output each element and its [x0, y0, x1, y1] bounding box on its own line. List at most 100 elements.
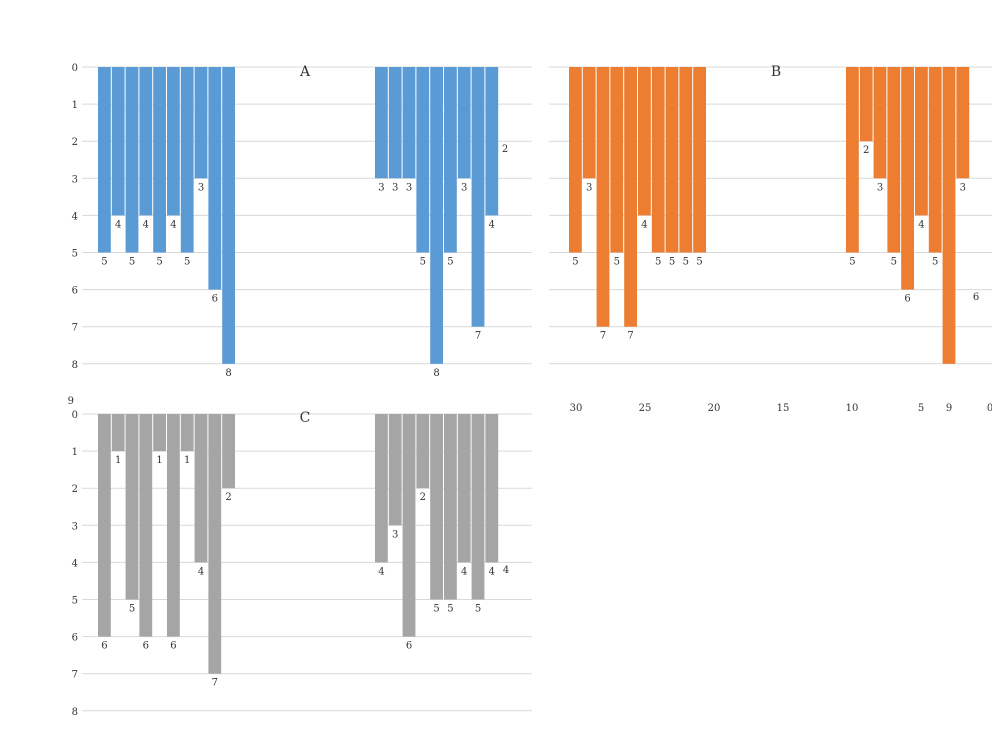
data-label-bg-a — [97, 255, 112, 268]
data-label-bg-c — [138, 639, 153, 652]
data-label-bg-c — [484, 565, 499, 578]
data-label-c: 3 — [392, 529, 398, 540]
data-label-bg-b — [623, 329, 638, 342]
bar-c — [194, 414, 208, 563]
bar-c — [139, 414, 153, 637]
data-label-bg-b — [568, 255, 583, 268]
data-label-a: 4 — [115, 219, 121, 230]
data-label-bg-b — [678, 255, 693, 268]
y-tick-label-a: 7 — [72, 323, 78, 334]
data-label-bg-a — [415, 255, 430, 268]
data-label-bg-a — [207, 292, 222, 305]
data-label-b: 5 — [849, 257, 855, 268]
data-label-bg-a — [152, 255, 167, 268]
bar-b — [915, 67, 928, 216]
bar-b — [887, 67, 901, 253]
data-label-bg-a — [443, 255, 458, 268]
bar-c — [208, 414, 222, 674]
data-label-b: 4 — [918, 219, 924, 230]
y-tick-label-c: 0 — [72, 410, 78, 421]
data-label-a: 3 — [378, 182, 384, 193]
bar-a — [194, 67, 208, 179]
bar-a — [444, 67, 457, 253]
x-tick-label-b: 15 — [777, 403, 790, 414]
data-label-bg-c — [374, 565, 389, 578]
data-label-b: 7 — [627, 331, 633, 342]
data-label-bg-a — [125, 255, 139, 268]
data-label-a: 4 — [143, 219, 149, 230]
y-tick-label-a: 6 — [72, 286, 78, 297]
data-label-a: 6 — [212, 294, 218, 305]
data-label-bg-a — [111, 218, 126, 231]
data-label-bg-a — [180, 255, 195, 268]
annotation-c: 4 — [503, 565, 509, 576]
y-tick-label-a: 4 — [72, 211, 78, 222]
data-label-bg-c — [152, 454, 167, 467]
data-label-c: 5 — [447, 604, 453, 615]
data-label-b: 5 — [683, 257, 689, 268]
y-tick-label-c: 7 — [72, 670, 78, 681]
data-label-bg-c — [111, 454, 126, 467]
data-label-bg-c — [402, 639, 416, 652]
y-tick-label-c: 2 — [72, 484, 78, 495]
data-label-c: 6 — [406, 641, 412, 652]
bar-a — [180, 67, 194, 253]
data-label-b: 3 — [960, 182, 966, 193]
bar-b — [610, 67, 624, 253]
data-label-bg-a — [221, 366, 236, 379]
data-label-bg-c — [457, 565, 472, 578]
data-label-c: 2 — [225, 492, 231, 503]
data-label-c: 4 — [461, 566, 467, 577]
data-label-bg-c — [443, 602, 458, 615]
bar-b — [693, 67, 706, 253]
data-label-b: 5 — [669, 257, 675, 268]
x-tick-label-b: 5 — [918, 403, 924, 414]
bar-c — [388, 414, 402, 526]
bar-c — [98, 414, 111, 637]
data-label-bg-a — [166, 218, 181, 231]
data-label-bg-c — [207, 676, 222, 689]
bar-b — [928, 67, 942, 253]
data-label-bg-b — [665, 255, 679, 268]
y-tick-label-c: 5 — [72, 596, 78, 607]
data-label-bg-a — [388, 181, 403, 194]
data-label-b: 5 — [572, 257, 578, 268]
data-label-bg-c — [194, 565, 208, 578]
data-label-c: 6 — [170, 641, 176, 652]
bar-a — [222, 67, 235, 364]
bar-c — [153, 414, 166, 452]
bar-a — [125, 67, 139, 253]
data-label-bg-c — [471, 602, 485, 615]
bar-c — [111, 414, 125, 452]
bar-c — [485, 414, 499, 563]
bar-b — [901, 67, 914, 290]
y-tick-label-c: 4 — [72, 558, 78, 569]
bar-c — [457, 414, 471, 563]
data-label-bg-b — [845, 255, 860, 268]
data-label-b: 2 — [863, 145, 869, 156]
data-label-a: 5 — [447, 257, 453, 268]
data-label-bg-c — [125, 602, 139, 615]
bar-b — [846, 67, 859, 253]
bar-a — [111, 67, 125, 216]
data-label-bg-b — [955, 181, 970, 194]
bar-b — [859, 67, 873, 142]
data-label-b: 5 — [891, 257, 897, 268]
bar-b — [569, 67, 582, 253]
data-label-bg-c — [97, 639, 112, 652]
chart-title-c: C — [300, 410, 311, 426]
data-label-c: 5 — [433, 604, 439, 615]
data-label-bg-a — [484, 218, 499, 231]
data-label-bg-b — [873, 181, 887, 194]
data-label-c: 6 — [101, 641, 107, 652]
data-label-a: 5 — [156, 257, 162, 268]
data-label-a: 8 — [433, 368, 439, 379]
bar-b — [596, 67, 610, 327]
y-tick-label-c: 3 — [72, 521, 78, 532]
y-tick-label-a: 5 — [72, 249, 78, 260]
bar-b — [624, 67, 637, 327]
data-label-bg-c — [180, 454, 195, 467]
bar-a — [153, 67, 166, 253]
